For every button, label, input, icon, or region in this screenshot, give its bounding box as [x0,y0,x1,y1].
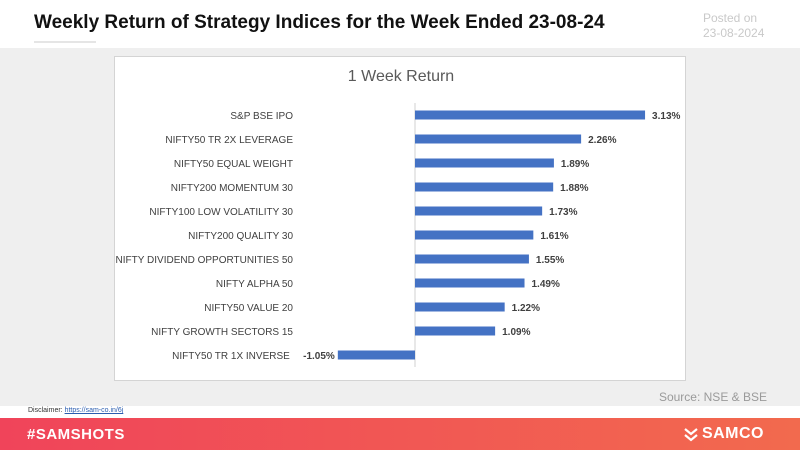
value-label: 3.13% [652,111,680,122]
chart-container: 1 Week Return S&P BSE IPO 3.13% NIFTY50 TR… [114,56,686,381]
posted-label: Posted on [703,11,758,25]
value-label: -1.05% [303,351,335,362]
category-label: NIFTY50 EQUAL WEIGHT [174,159,293,170]
disclaimer-link[interactable]: https://sam-co.in/6j [64,407,124,414]
category-label: S&P BSE IPO [230,111,293,122]
bar [415,326,496,336]
bar [415,302,505,312]
category-label: NIFTY200 MOMENTUM 30 [171,183,294,194]
value-label: 1.49% [532,279,560,290]
value-label: 2.26% [588,135,616,146]
posted-date: 23-08-2024 [703,26,765,40]
category-label: NIFTY ALPHA 50 [216,279,294,290]
category-label: NIFTY50 TR 2X LEVERAGE [165,135,293,146]
value-label: 1.09% [502,327,530,338]
bar [415,182,554,192]
posted-info: Posted on 23-08-2024 [703,11,764,41]
page-title: Weekly Return of Strategy Indices for th… [34,12,605,33]
title-underline [34,41,96,43]
value-label: 1.61% [540,231,568,242]
category-label: NIFTY DIVIDEND OPPORTUNITIES 50 [116,255,294,266]
bar [415,206,543,216]
bar [337,350,415,360]
bar [415,158,554,168]
category-label: NIFTY200 QUALITY 30 [188,231,293,242]
value-label: 1.89% [561,159,589,170]
value-label: 1.73% [549,207,577,218]
bar [415,110,646,120]
disclaimer: Disclaimer: https://sam-co.in/6j [28,407,123,414]
bar [415,230,534,240]
brand: SAMCO [683,425,764,443]
category-label: NIFTY GROWTH SECTORS 15 [151,327,293,338]
value-label: 1.22% [512,303,540,314]
value-label: 1.55% [536,255,564,266]
value-label: 1.88% [560,183,588,194]
header: Weekly Return of Strategy Indices for th… [0,0,800,48]
bar [415,134,582,144]
category-label: NIFTY50 VALUE 20 [204,303,293,314]
samco-logo-icon [684,428,698,442]
category-label: NIFTY50 TR 1X INVERSE [172,351,290,362]
bar [415,278,525,288]
disclaimer-label: Disclaimer: [28,407,65,414]
brand-name: SAMCO [701,425,764,442]
chart-title: 1 Week Return [348,68,454,85]
bar-chart: 1 Week Return S&P BSE IPO 3.13% NIFTY50 TR… [116,68,681,367]
bar [415,254,529,264]
category-label: NIFTY100 LOW VOLATILITY 30 [149,207,293,218]
footer-bar: #SAMSHOTS SAMCO [0,418,800,450]
source-note: Source: NSE & BSE [658,390,767,404]
hashtag-label: #SAMSHOTS [27,426,125,443]
